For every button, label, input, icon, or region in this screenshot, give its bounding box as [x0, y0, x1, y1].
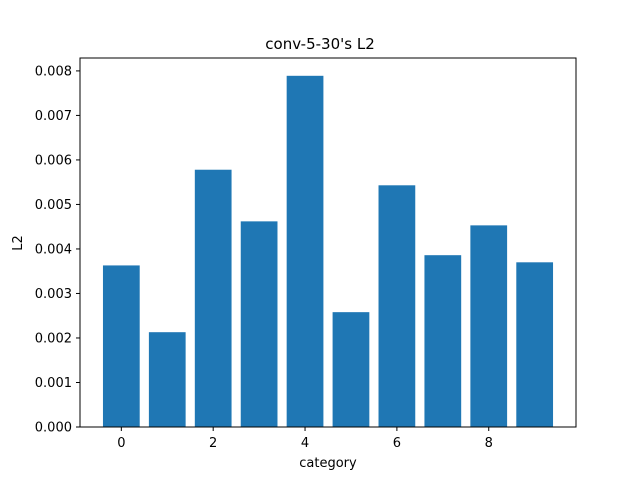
- x-tick-label: 6: [393, 436, 401, 451]
- x-axis-label: category: [299, 456, 357, 471]
- bar-category-9: [516, 262, 554, 427]
- y-tick-label: 0.000: [35, 421, 72, 436]
- bar-category-0: [102, 265, 140, 427]
- x-tick-label: 8: [485, 436, 493, 451]
- y-tick-label: 0.008: [35, 64, 72, 79]
- x-tick-label: 2: [209, 436, 217, 451]
- bar-category-4: [286, 75, 324, 428]
- y-axis-label: L2: [11, 235, 26, 251]
- x-tick-label: 4: [301, 436, 309, 451]
- y-tick-label: 0.007: [35, 109, 72, 124]
- y-tick-label: 0.004: [35, 242, 72, 257]
- y-tick-label: 0.002: [35, 331, 72, 346]
- x-ticks-group: 0 2 4 6 8: [117, 427, 493, 451]
- bar-category-8: [470, 225, 508, 427]
- y-ticks-group: 0.000 0.001 0.002 0.003 0.004 0.005 0.006 0.007…: [35, 64, 80, 436]
- bar-category-7: [424, 255, 462, 427]
- bar-category-5: [332, 312, 370, 427]
- bar-category-3: [240, 221, 278, 427]
- y-tick-label: 0.005: [35, 198, 72, 213]
- y-tick-label: 0.003: [35, 287, 72, 302]
- y-tick-label: 0.001: [35, 376, 72, 391]
- bars-group: [102, 75, 554, 428]
- chart-title: conv-5-30's L2: [265, 35, 374, 53]
- x-tick-label: 0: [117, 436, 125, 451]
- y-tick-label: 0.006: [35, 153, 72, 168]
- bar-category-6: [378, 185, 416, 427]
- bar-category-1: [148, 332, 186, 427]
- axes-frame: [79, 57, 577, 428]
- bar-category-2: [194, 169, 232, 428]
